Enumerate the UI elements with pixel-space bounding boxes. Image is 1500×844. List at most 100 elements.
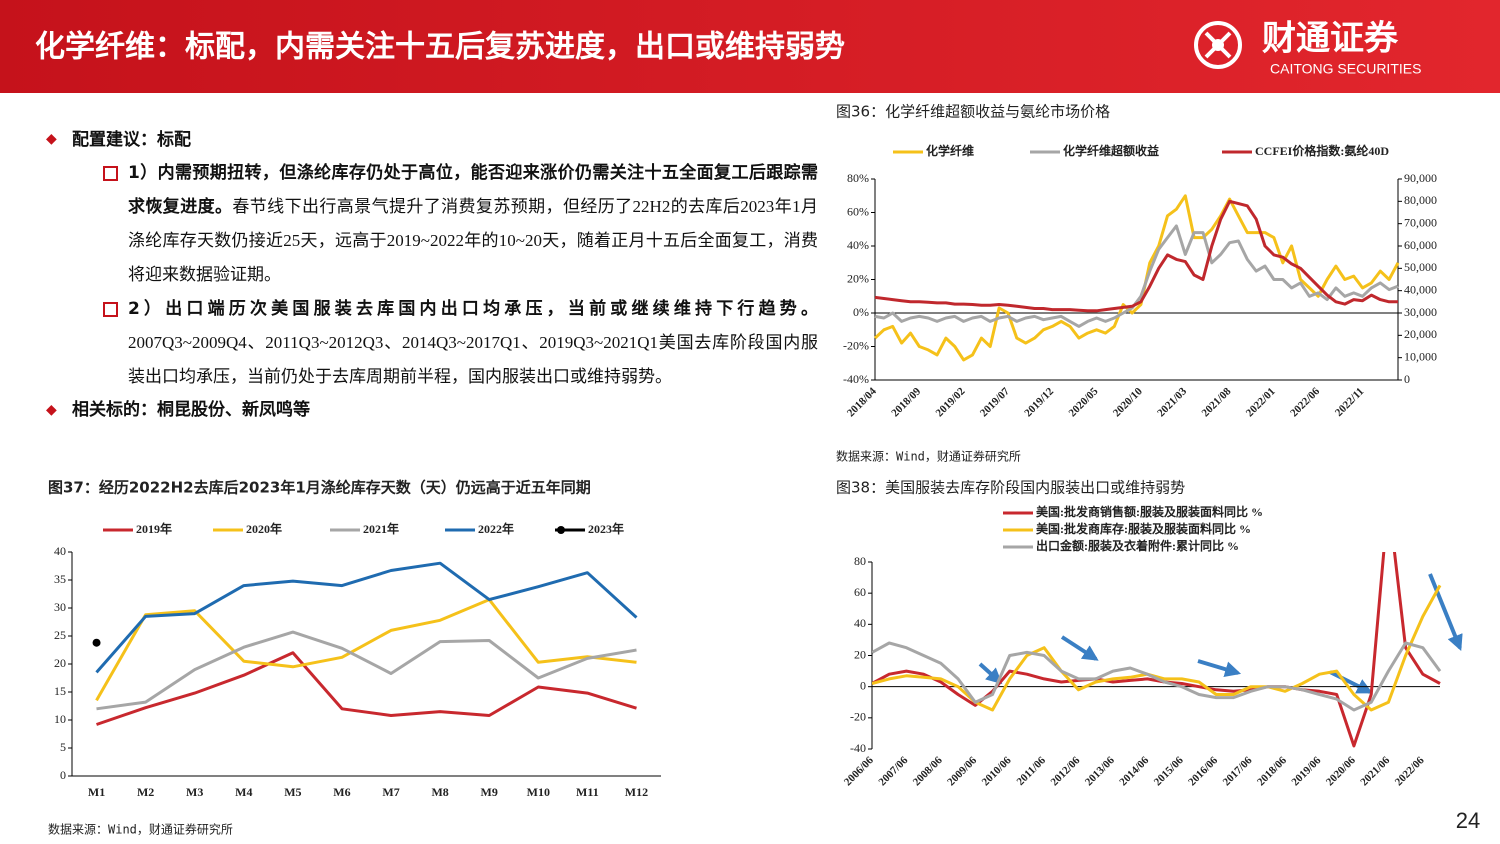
series-line [95, 598, 637, 702]
series-line [874, 224, 1399, 328]
bullet: 配置建议：标配 [72, 123, 191, 157]
x-tick-label: M2 [137, 785, 154, 799]
source-note: 数据来源：Wind，财通证券研究所 [836, 449, 1021, 464]
y-tick-label: -20 [850, 710, 866, 724]
x-tick-label: 2017/06 [1221, 754, 1255, 788]
x-tick-label: 2019/12 [1022, 385, 1056, 419]
y-tick-label: 70,000 [1404, 215, 1437, 229]
y-tick-label: 20,000 [1404, 327, 1437, 341]
y-tick-label: 40 [854, 616, 866, 630]
y-tick-label: 5 [60, 740, 66, 754]
x-tick-label: 2015/06 [1152, 754, 1186, 788]
x-tick-label: 2007/06 [876, 754, 910, 788]
y-tick-label: 80 [854, 554, 866, 568]
page-number: 24 [1456, 808, 1480, 833]
legend-label: CCFEI价格指数:氨纶40D [1255, 143, 1389, 158]
x-tick-label: 2021/08 [1200, 385, 1234, 419]
x-tick-label: M9 [481, 785, 498, 799]
x-tick-label: 2014/06 [1117, 754, 1151, 788]
sub-bullet: 1）内需预期扭转，但涤纶库存仍处于高位，能否迎来涨价仍需关注十五全面复工后跟踪需… [128, 156, 818, 292]
legend-label: 化学纤维超额收益 [1063, 143, 1159, 158]
legend-label: 2022年 [478, 521, 514, 536]
x-tick-label: 2018/09 [889, 385, 923, 419]
sub-bullet-marker [103, 166, 118, 181]
body-text: 2007Q3~2009Q4、2011Q3~2012Q3、2014Q3~2017Q… [128, 333, 818, 386]
x-tick-label: 2022/06 [1288, 385, 1322, 419]
x-tick-label: M1 [88, 785, 105, 799]
x-tick-label: 2021/06 [1358, 754, 1392, 788]
x-tick-label: M3 [186, 785, 203, 799]
series-line [95, 561, 638, 674]
y-tick-label: 50,000 [1404, 260, 1437, 274]
x-tick-label: 2018/04 [845, 385, 879, 419]
bullet-marker: ◆ [46, 131, 57, 147]
series-line [874, 199, 1398, 313]
x-tick-label: 2009/06 [945, 754, 979, 788]
legend-label: 2019年 [136, 521, 172, 536]
y-tick-label: 20 [54, 656, 66, 670]
y-tick-label: 0% [853, 305, 869, 319]
series-line [96, 651, 637, 726]
x-tick-label: 2021/03 [1155, 385, 1189, 419]
y-tick-label: 60 [854, 585, 866, 599]
x-tick-label: 2020/06 [1324, 754, 1358, 788]
x-tick-label: 2020/05 [1067, 385, 1101, 419]
legend-label: 2023年 [588, 521, 624, 536]
legend-label: 美国:批发商库存:服装及服装面料同比 % [1036, 521, 1251, 536]
x-tick-label: 2018/06 [1255, 754, 1289, 788]
bullet-text: 配置建议：标配 [72, 130, 191, 150]
series-line [872, 584, 1442, 712]
bullet: 相关标的：桐昆股份、新凤鸣等 [72, 393, 310, 427]
y-tick-label: 60,000 [1404, 238, 1437, 252]
logo-subtext: CAITONG SECURITIES [1270, 61, 1421, 77]
x-tick-label: M8 [431, 785, 448, 799]
x-tick-label: M12 [625, 785, 648, 799]
legend-label: 美国:批发商销售额:服装及服装面料同比 % [1036, 504, 1263, 519]
legend-swatch [557, 526, 565, 534]
legend-label: 2021年 [363, 521, 399, 536]
y-tick-label: 35 [54, 572, 66, 586]
bold-text: 1）内需预期扭转，但涤纶库存仍处于高位，能否迎来涨价仍需关注十五全面复工后跟踪需… [128, 163, 818, 217]
logo-icon [1194, 21, 1242, 69]
x-tick-label: 2016/06 [1186, 754, 1220, 788]
y-tick-label: 0 [860, 678, 866, 692]
x-tick-label: 2022/06 [1393, 754, 1427, 788]
x-tick-label: M5 [284, 785, 301, 799]
x-tick-label: M6 [333, 785, 350, 799]
legend-label: 化学纤维 [926, 143, 974, 158]
source-note: 数据来源：Wind，财通证券研究所 [48, 822, 233, 837]
series-line [872, 641, 1442, 712]
y-tick-label: 0 [1404, 372, 1410, 386]
y-tick-label: 40 [54, 544, 66, 558]
x-tick-label: 2008/06 [911, 754, 945, 788]
y-tick-label: 30,000 [1404, 305, 1437, 319]
figure-title: 图36：化学纤维超额收益与氨纶市场价格 [836, 103, 1110, 121]
x-tick-label: 2006/06 [842, 754, 876, 788]
x-tick-label: M7 [382, 785, 399, 799]
y-tick-label: 80% [847, 171, 869, 185]
y-tick-label: 0 [60, 768, 66, 782]
y-tick-label: 20 [854, 647, 866, 661]
y-tick-label: 10,000 [1404, 349, 1437, 363]
x-tick-label: 2010/06 [980, 754, 1014, 788]
trend-arrows [978, 573, 1463, 694]
x-tick-label: 2019/07 [978, 385, 1012, 419]
x-tick-label: 2012/06 [1048, 754, 1082, 788]
legend-label: 出口金额:服装及衣着附件:累计同比 % [1036, 538, 1239, 553]
x-tick-label: 2019/02 [934, 385, 968, 419]
x-tick-label: 2020/10 [1111, 385, 1145, 419]
x-tick-label: M11 [576, 785, 599, 799]
y-tick-label: 40,000 [1404, 282, 1437, 296]
bullet-marker: ◆ [46, 402, 57, 418]
bullet-text: 相关标的：桐昆股份、新凤鸣等 [72, 400, 310, 420]
bold-text: 2）出口端历次美国服装去库国内出口均承压，当前或继续维持下行趋势。 [128, 299, 818, 319]
y-tick-label: 20% [847, 271, 869, 285]
y-tick-label: 30 [54, 600, 66, 614]
series-line [873, 194, 1400, 362]
sub-bullet-marker [103, 302, 118, 317]
x-tick-label: 2013/06 [1083, 754, 1117, 788]
y-tick-label: 25 [54, 628, 66, 642]
y-tick-label: 60% [847, 204, 869, 218]
